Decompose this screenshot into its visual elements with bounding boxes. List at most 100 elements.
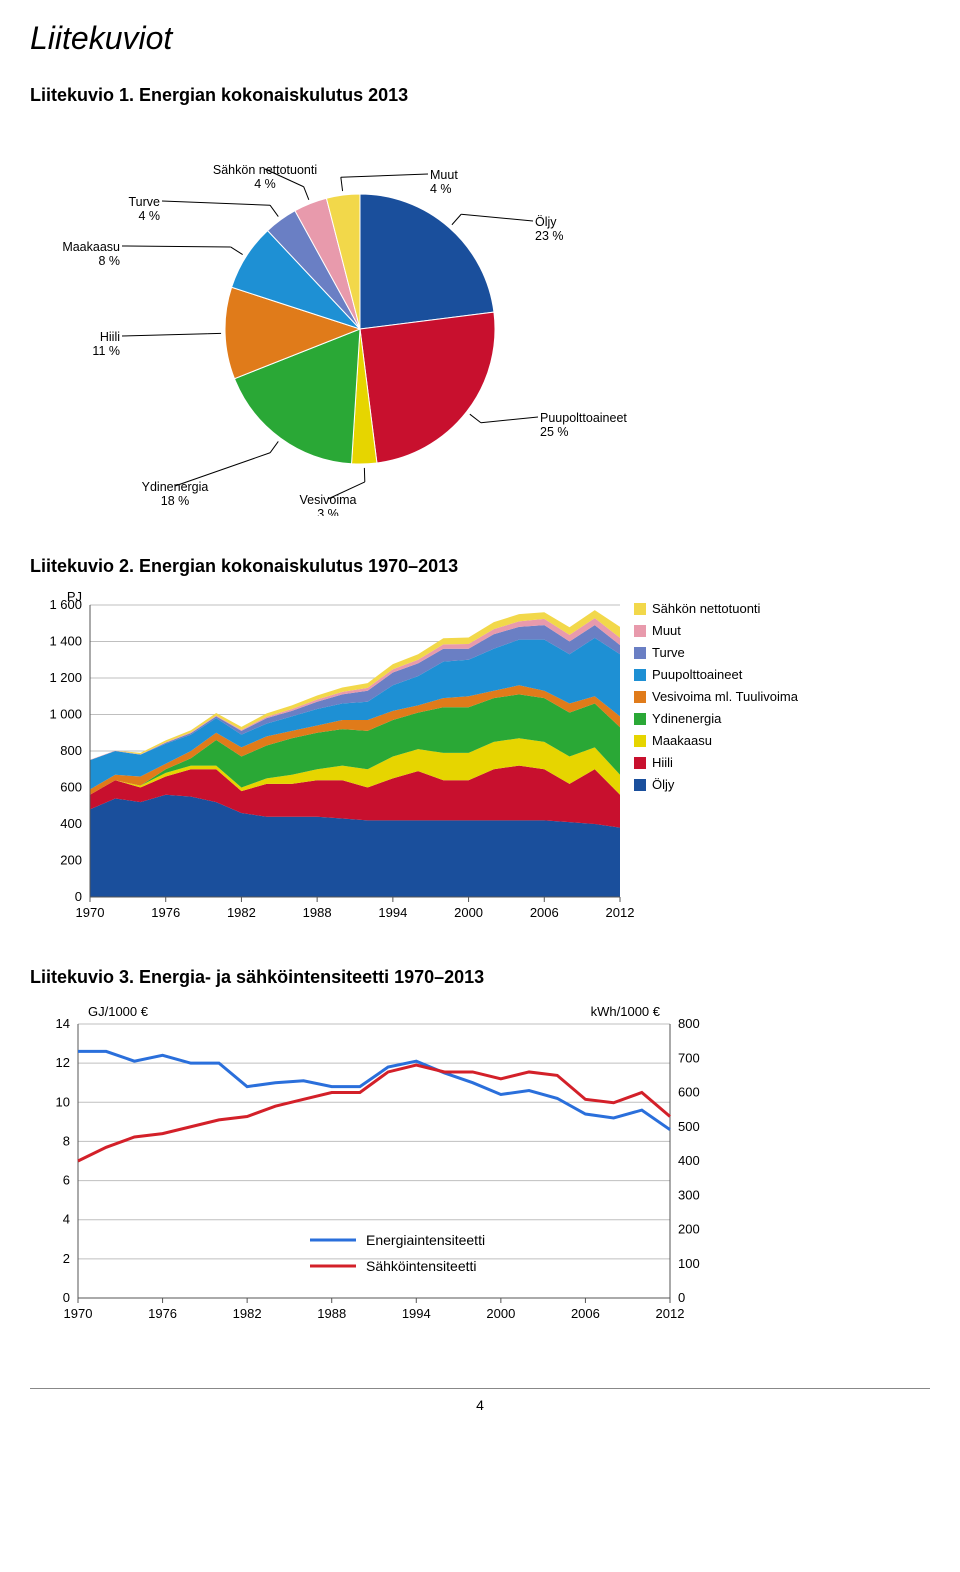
legend-label: Turve bbox=[652, 645, 685, 660]
pie-leader bbox=[481, 417, 538, 423]
left-unit: GJ/1000 € bbox=[88, 1004, 149, 1019]
left-tick-label: 4 bbox=[63, 1212, 70, 1227]
legend-swatch bbox=[634, 691, 646, 703]
x-tick-label: 2000 bbox=[486, 1306, 515, 1321]
left-tick-label: 8 bbox=[63, 1133, 70, 1148]
pie-leader bbox=[304, 187, 309, 200]
pie-label: Turve4 % bbox=[129, 195, 161, 223]
pie-label: Öljy23 % bbox=[535, 215, 564, 243]
chart-1-block: Liitekuvio 1. Energian kokonaiskulutus 2… bbox=[30, 85, 930, 516]
pie-slice bbox=[360, 312, 495, 463]
y-tick-label: 400 bbox=[60, 816, 82, 831]
x-tick-label: 1970 bbox=[76, 905, 105, 920]
pie-leader bbox=[122, 334, 207, 336]
pie-label: Muut4 % bbox=[430, 168, 458, 196]
y-unit: PJ bbox=[67, 589, 82, 604]
chart-1-title: Liitekuvio 1. Energian kokonaiskulutus 2… bbox=[30, 85, 930, 106]
x-tick-label: 1988 bbox=[303, 905, 332, 920]
pie-label: Puupolttoaineet25 % bbox=[540, 411, 627, 439]
x-tick-label: 2006 bbox=[571, 1306, 600, 1321]
right-tick-label: 200 bbox=[678, 1222, 700, 1237]
pie-label: Vesivoima3 % bbox=[300, 493, 357, 516]
pie-label: Sähkön nettotuonti4 % bbox=[213, 163, 317, 191]
chart-3-title: Liitekuvio 3. Energia- ja sähköintensite… bbox=[30, 967, 930, 988]
pie-leader bbox=[461, 214, 533, 221]
y-tick-label: 1 400 bbox=[49, 634, 82, 649]
pie-label: Ydinenergia18 % bbox=[142, 480, 209, 508]
pie-label: Hiili11 % bbox=[92, 330, 120, 358]
y-tick-label: 600 bbox=[60, 780, 82, 795]
pie-label: Maakaasu8 % bbox=[62, 240, 120, 268]
left-tick-label: 14 bbox=[56, 1016, 70, 1031]
area-chart: 02004006008001 0001 2001 4001 600PJ19701… bbox=[30, 587, 810, 927]
x-tick-label: 1982 bbox=[233, 1306, 262, 1321]
left-tick-label: 12 bbox=[56, 1055, 70, 1070]
pie-leader bbox=[231, 247, 243, 255]
pie-leader bbox=[270, 205, 278, 216]
x-tick-label: 2012 bbox=[656, 1306, 685, 1321]
legend-swatch bbox=[634, 625, 646, 637]
pie-leader bbox=[452, 214, 461, 225]
x-tick-label: 1982 bbox=[227, 905, 256, 920]
pie-chart: Öljy23 % Puupolttoaineet25 % Vesivoima3 % Y… bbox=[30, 116, 690, 516]
y-tick-label: 0 bbox=[75, 889, 82, 904]
line-chart: 0 2 4 6 8 10 12 14 0 100 200 300 400 500 600 700 800 GJ/1… bbox=[30, 998, 730, 1328]
y-tick-label: 1 000 bbox=[49, 707, 82, 722]
legend-label: Maakaasu bbox=[652, 733, 712, 748]
legend-label: Sähkön nettotuonti bbox=[652, 601, 761, 616]
right-tick-label: 400 bbox=[678, 1153, 700, 1168]
x-tick-label: 1976 bbox=[151, 905, 180, 920]
left-tick-label: 2 bbox=[63, 1251, 70, 1266]
x-tick-label: 2012 bbox=[606, 905, 635, 920]
page-title: Liitekuviot bbox=[30, 20, 930, 57]
pie-leader bbox=[341, 174, 428, 177]
legend-swatch bbox=[634, 757, 646, 769]
right-tick-label: 700 bbox=[678, 1050, 700, 1065]
pie-slice bbox=[360, 194, 494, 329]
chart-2-block: Liitekuvio 2. Energian kokonaiskulutus 1… bbox=[30, 556, 930, 927]
right-tick-label: 100 bbox=[678, 1256, 700, 1271]
y-tick-label: 200 bbox=[60, 853, 82, 868]
legend-swatch bbox=[634, 669, 646, 681]
legend-swatch bbox=[634, 779, 646, 791]
pie-leader bbox=[470, 414, 481, 423]
legend-label: Hiili bbox=[652, 755, 673, 770]
left-tick-label: 6 bbox=[63, 1173, 70, 1188]
x-tick-label: 1976 bbox=[148, 1306, 177, 1321]
legend-label: Energiaintensiteetti bbox=[366, 1232, 485, 1248]
chart-3-block: Liitekuvio 3. Energia- ja sähköintensite… bbox=[30, 967, 930, 1328]
legend-swatch bbox=[634, 647, 646, 659]
x-tick-label: 1994 bbox=[378, 905, 407, 920]
legend-label: Puupolttoaineet bbox=[652, 667, 743, 682]
legend-label: Vesivoima ml. Tuulivoima bbox=[652, 689, 799, 704]
right-tick-label: 600 bbox=[678, 1085, 700, 1100]
legend-swatch bbox=[634, 735, 646, 747]
legend-swatch bbox=[634, 603, 646, 615]
legend-label: Muut bbox=[652, 623, 681, 638]
pie-leader bbox=[122, 246, 231, 247]
x-tick-label: 1970 bbox=[64, 1306, 93, 1321]
page-number: 4 bbox=[30, 1388, 930, 1413]
legend-label: Sähköintensiteetti bbox=[366, 1258, 477, 1274]
pie-leader bbox=[270, 441, 278, 452]
legend: Sähkön nettotuonti Muut Turve Puupolttoaine… bbox=[634, 601, 799, 792]
right-tick-label: 800 bbox=[678, 1016, 700, 1031]
x-tick-label: 1994 bbox=[402, 1306, 431, 1321]
legend-swatch bbox=[634, 713, 646, 725]
x-tick-label: 2006 bbox=[530, 905, 559, 920]
y-tick-label: 1 200 bbox=[49, 670, 82, 685]
y-tick-label: 800 bbox=[60, 743, 82, 758]
right-tick-label: 0 bbox=[678, 1290, 685, 1305]
left-tick-label: 10 bbox=[56, 1094, 70, 1109]
right-tick-label: 500 bbox=[678, 1119, 700, 1134]
legend-label: Öljy bbox=[652, 777, 675, 792]
right-unit: kWh/1000 € bbox=[591, 1004, 661, 1019]
x-tick-label: 2000 bbox=[454, 905, 483, 920]
x-tick-label: 1988 bbox=[317, 1306, 346, 1321]
legend-label: Ydinenergia bbox=[652, 711, 722, 726]
pie-leader bbox=[341, 177, 343, 191]
pie-leader bbox=[162, 201, 270, 205]
chart-2-title: Liitekuvio 2. Energian kokonaiskulutus 1… bbox=[30, 556, 930, 577]
left-tick-label: 0 bbox=[63, 1290, 70, 1305]
right-tick-label: 300 bbox=[678, 1187, 700, 1202]
